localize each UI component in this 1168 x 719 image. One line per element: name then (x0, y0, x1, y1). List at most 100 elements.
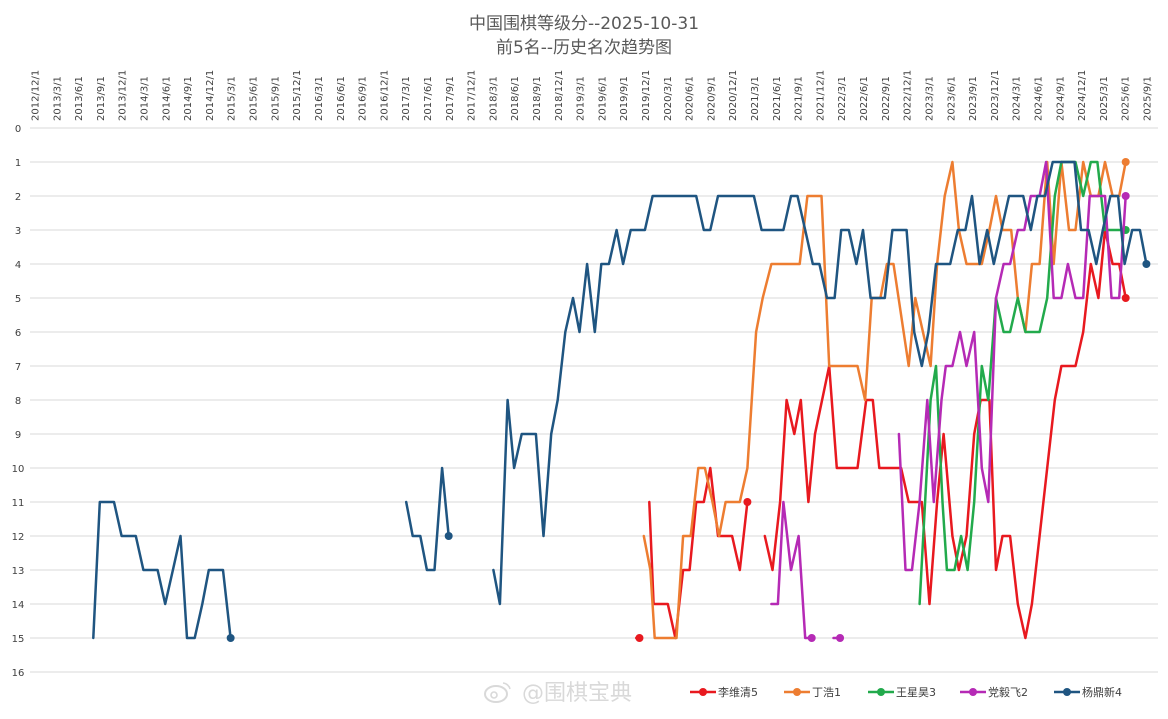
series-lines (92, 158, 1151, 642)
y-tick-label: 1 (15, 158, 21, 169)
y-tick-label: 3 (15, 226, 21, 237)
y-tick-label: 0 (15, 124, 21, 135)
x-tick-label: 2024/12/1 (1077, 70, 1088, 121)
x-tick-label: 2017/3/1 (401, 76, 412, 121)
x-tick-label: 2016/9/1 (358, 76, 369, 121)
x-tick-label: 2020/3/1 (663, 76, 674, 121)
x-tick-label: 2018/9/1 (532, 76, 543, 121)
watermark-text: @围棋宝典 (522, 681, 632, 706)
chart-subtitle: 前5名--历史名次趋势图 (496, 38, 672, 58)
legend-label: 李维清5 (718, 685, 758, 699)
series-end-point-4 (836, 634, 845, 642)
x-tick-label: 2013/6/1 (74, 76, 85, 121)
legend-label: 丁浩1 (812, 686, 841, 699)
series-line-1 (763, 228, 1127, 640)
y-tick-label: 8 (15, 396, 21, 407)
x-tick-label: 2013/12/1 (118, 70, 129, 121)
y-tick-label: 16 (12, 668, 25, 679)
x-tick-label: 2014/9/1 (183, 76, 194, 121)
series-end-point-4 (807, 634, 816, 642)
x-tick-label: 2022/9/1 (881, 76, 892, 121)
series-line-4 (770, 500, 813, 640)
legend-marker (969, 688, 977, 696)
x-tick-label: 2015/9/1 (270, 76, 281, 121)
x-tick-label: 2023/12/1 (990, 70, 1001, 121)
x-tick-label: 2016/12/1 (379, 70, 390, 121)
x-tick-label: 2013/3/1 (52, 76, 63, 121)
x-tick-label: 2015/6/1 (249, 76, 260, 121)
legend-marker (1063, 688, 1071, 696)
x-tick-label: 2025/3/1 (1099, 76, 1110, 121)
series-end-point-1 (1121, 294, 1130, 302)
y-tick-label: 13 (12, 566, 25, 577)
y-tick-label: 11 (12, 498, 25, 509)
x-tick-label: 2015/3/1 (227, 76, 238, 121)
series-end-point-1 (743, 498, 752, 506)
x-tick-label: 2019/9/1 (619, 76, 630, 121)
y-tick-label: 14 (12, 600, 25, 611)
series-line-1 (648, 466, 749, 640)
x-tick-label: 2024/9/1 (1055, 76, 1066, 121)
x-tick-label: 2014/3/1 (140, 76, 151, 121)
x-tick-label: 2022/12/1 (903, 70, 914, 121)
legend-label: 党毅飞2 (988, 685, 1028, 699)
x-tick-label: 2012/12/1 (31, 70, 42, 121)
x-tick-label: 2013/9/1 (96, 76, 107, 121)
x-tick-label: 2020/12/1 (728, 70, 739, 121)
y-tick-label: 7 (15, 362, 21, 373)
series-end-point-4 (1121, 192, 1130, 200)
x-tick-label: 2016/3/1 (314, 76, 325, 121)
series-line-3 (918, 160, 1127, 606)
x-tick-label: 2014/6/1 (161, 76, 172, 121)
x-tick-label: 2019/3/1 (576, 76, 587, 121)
x-tick-label: 2021/6/1 (772, 76, 783, 121)
weibo-logo-icon (484, 682, 511, 703)
series-end-point-5 (1142, 260, 1151, 268)
y-tick-label: 10 (12, 464, 25, 475)
watermark: @围棋宝典 (484, 681, 632, 706)
legend-marker (877, 688, 885, 696)
x-tick-label: 2016/6/1 (336, 76, 347, 121)
series-end-point-2 (1121, 158, 1130, 166)
x-tick-label: 2019/6/1 (597, 76, 608, 121)
chart-title: 中国围棋等级分--2025-10-31 (469, 14, 699, 34)
legend-marker (793, 688, 801, 696)
series-end-point-1 (635, 634, 644, 642)
x-tick-label: 2017/9/1 (445, 76, 456, 121)
y-tick-label: 6 (15, 328, 21, 339)
x-tick-label: 2022/3/1 (837, 76, 848, 121)
x-tick-label: 2018/3/1 (488, 76, 499, 121)
legend-label: 王星昊3 (896, 686, 936, 699)
x-axis-tick-labels: 2012/12/1 2013/3/1 2013/6/1 2013/9/1 2013/12… (31, 70, 1154, 121)
legend-label: 杨鼎新4 (1082, 685, 1122, 699)
series-line-5 (404, 466, 450, 572)
x-tick-label: 2024/6/1 (1033, 76, 1044, 121)
x-tick-label: 2025/9/1 (1143, 76, 1154, 121)
y-tick-label: 5 (15, 294, 21, 305)
series-line-5 (92, 500, 232, 640)
x-tick-label: 2021/3/1 (750, 76, 761, 121)
y-tick-label: 15 (12, 634, 25, 645)
x-tick-label: 2023/9/1 (968, 76, 979, 121)
y-tick-label: 2 (15, 192, 21, 203)
series-end-point-5 (444, 532, 453, 540)
y-tick-label: 4 (15, 260, 21, 271)
x-tick-label: 2020/9/1 (706, 76, 717, 121)
series-line-5 (492, 160, 1148, 606)
x-tick-label: 2017/6/1 (423, 76, 434, 121)
x-tick-label: 2017/12/1 (467, 70, 478, 121)
x-tick-label: 2021/12/1 (815, 70, 826, 121)
x-tick-label: 2019/12/1 (641, 70, 652, 121)
x-tick-label: 2021/9/1 (794, 76, 805, 121)
x-tick-label: 2023/3/1 (924, 76, 935, 121)
legend-marker (699, 688, 707, 696)
x-tick-label: 2015/12/1 (292, 70, 303, 121)
x-tick-label: 2024/3/1 (1012, 76, 1023, 121)
legend: 李维清5 丁浩1 王星昊3 党毅飞2 杨鼎新4 (690, 685, 1122, 699)
x-tick-label: 2022/6/1 (859, 76, 870, 121)
x-tick-label: 2018/6/1 (510, 76, 521, 121)
x-tick-label: 2023/6/1 (946, 76, 957, 121)
